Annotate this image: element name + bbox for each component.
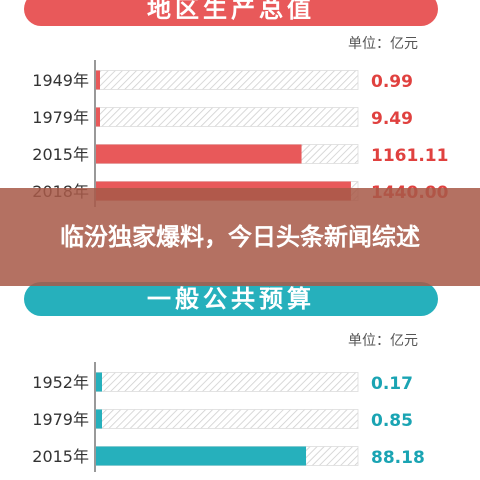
category-label: 1979年	[32, 108, 89, 127]
category-label: 1949年	[32, 71, 89, 90]
bar-track	[95, 409, 359, 429]
bar-track	[95, 107, 359, 127]
unit-label-budget: 单位：亿元	[348, 333, 418, 349]
unit-label-gdp: 单位：亿元	[348, 36, 418, 52]
category-label: 1952年	[32, 373, 89, 392]
bar	[96, 144, 302, 164]
bar	[96, 107, 100, 127]
chart-title-gdp: 地区生产总值	[24, 0, 438, 26]
data-label: 9.49	[371, 109, 413, 129]
gdp-bar-chart: 1949年0.991979年9.492015年1161.112018年1440.…	[32, 60, 449, 207]
headline-text: 临汾独家爆料，今日头条新闻综述	[60, 223, 420, 251]
budget-bar-chart: 1952年 0.17 1979年 0.85 2015年 88.18	[32, 362, 425, 472]
bar-track	[95, 372, 359, 392]
bar-track	[95, 70, 359, 90]
category-label: 2015年	[32, 145, 89, 164]
bar	[96, 372, 102, 392]
data-label: 1161.11	[371, 146, 448, 166]
data-label: 88.18	[371, 448, 425, 468]
category-label: 1979年	[32, 410, 89, 429]
data-label: 0.99	[371, 72, 413, 92]
category-label: 2015年	[32, 447, 89, 466]
bar	[96, 446, 307, 466]
bar	[96, 70, 100, 90]
data-label: 0.85	[371, 411, 413, 431]
data-label: 0.17	[371, 374, 413, 394]
bar	[96, 409, 102, 429]
headline-overlay[interactable]: 临汾独家爆料，今日头条新闻综述	[0, 188, 480, 286]
chart-title-budget: 一般公共预算	[24, 282, 438, 316]
